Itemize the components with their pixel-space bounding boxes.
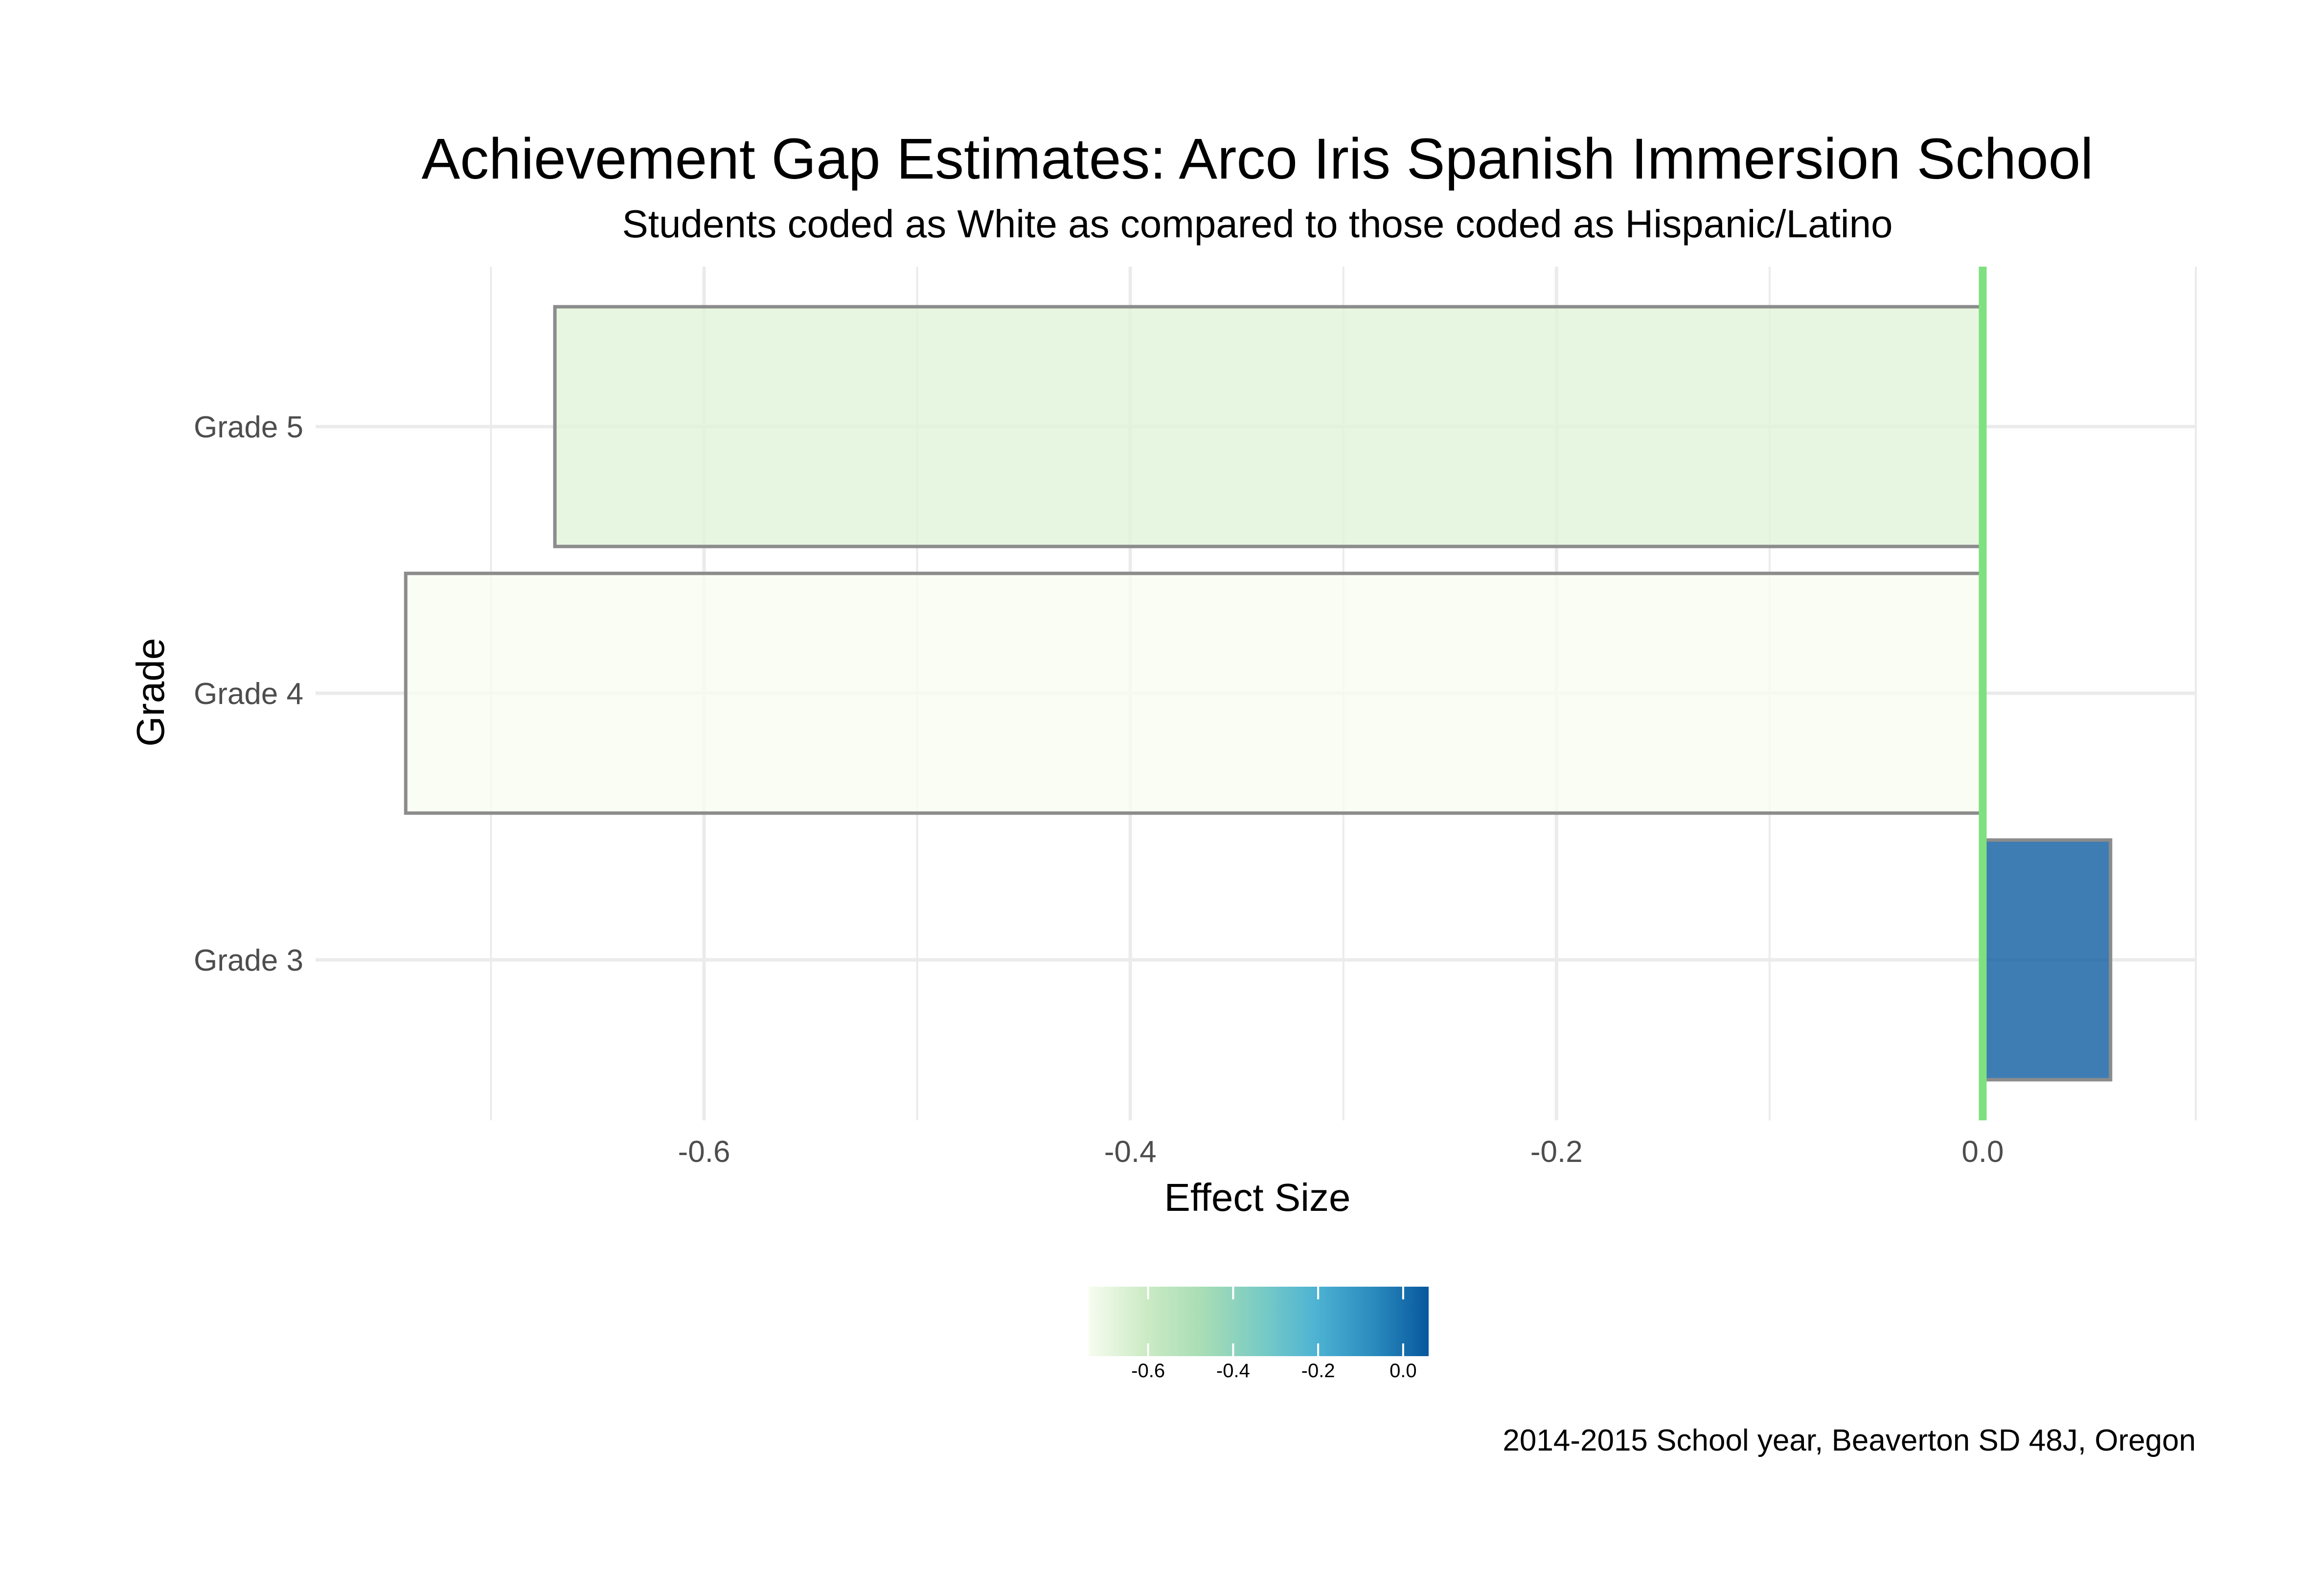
chart-title: Achievement Gap Estimates: Arco Iris Spa… (422, 127, 2094, 191)
bars (404, 305, 2113, 1082)
chart-caption: 2014-2015 School year, Beaverton SD 48J,… (1503, 1424, 2196, 1457)
y-tick-label: Grade 5 (194, 410, 303, 444)
bar-grade-3 (1981, 838, 2113, 1082)
bar-grade-4 (404, 571, 1984, 815)
colorbar-legend: -0.6 -0.4 -0.2 0.0 (1089, 1287, 1429, 1382)
y-tick-label: Grade 4 (194, 677, 303, 711)
chart-subtitle: Students coded as White as compared to t… (622, 202, 1892, 246)
y-tick-labels: Grade 3 Grade 4 Grade 5 (194, 410, 320, 977)
x-tick-label: -0.2 (1530, 1135, 1583, 1169)
x-tick-label: -0.4 (1104, 1135, 1157, 1169)
x-tick-labels: -0.6 -0.4 -0.2 0.0 (678, 1135, 2004, 1169)
colorbar-tick-label: -0.6 (1131, 1360, 1165, 1382)
y-axis-title: Grade (129, 638, 172, 747)
y-tick-label: Grade 3 (194, 944, 303, 977)
x-tick-label: -0.6 (678, 1135, 730, 1169)
colorbar-tick-label: -0.4 (1216, 1360, 1250, 1382)
colorbar-tick-label: 0.0 (1390, 1360, 1417, 1382)
x-tick-label: 0.0 (1961, 1135, 2004, 1169)
colorbar-tick-label: -0.2 (1301, 1360, 1335, 1382)
colorbar (1089, 1287, 1429, 1356)
x-axis-title: Effect Size (1164, 1176, 1351, 1219)
bar-grade-5 (553, 305, 1984, 548)
